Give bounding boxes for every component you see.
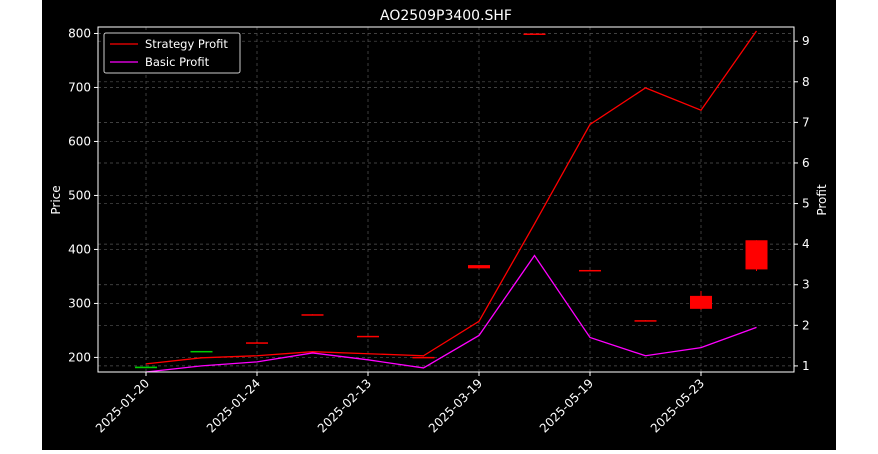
y-tick-label: 400 [68,242,91,256]
y-tick-label: 600 [68,134,91,148]
left-axis: 200 300 400 500 600 700 800 [68,26,98,364]
y-tick-label: 700 [68,80,91,94]
y2-axis-label: Profit [815,184,829,216]
y2-tick-label: 3 [802,278,810,292]
chart-figure: AO2509P3400.SHF 200 300 400 500 600 700 800 1 2… [42,0,836,450]
right-axis: 1 2 3 4 5 6 7 8 9 [794,34,810,373]
candle-body [190,350,213,353]
basic-profit-line [145,254,757,373]
candle-body [135,366,157,369]
y2-tick-label: 6 [802,156,810,170]
legend-label-strategy: Strategy Profit [145,37,228,51]
y-tick-label: 300 [68,296,91,310]
y2-tick-label: 4 [802,237,810,251]
y2-tick-label: 8 [802,75,810,89]
y2-tick-label: 9 [802,34,810,48]
chart-svg: AO2509P3400.SHF 200 300 400 500 600 700 800 1 2… [49,8,829,435]
candle-body [690,295,712,309]
x-tick-label: 2025-03-19 [426,376,485,435]
y-axis-label: Price [49,185,63,214]
y2-tick-label: 1 [802,359,810,373]
candle-body [357,335,379,338]
legend-box [103,32,241,74]
candle-body [412,356,435,359]
y2-tick-label: 2 [802,318,810,332]
candle-body [523,33,546,35]
x-tick-label: 2025-01-24 [204,376,263,435]
strategy-profit-line [145,30,758,365]
y-tick-label: 200 [68,350,91,364]
candle-body [745,240,768,270]
x-tick-label: 2025-02-13 [315,376,374,435]
candle-body [301,314,324,316]
x-tick-label: 2025-01-20 [93,376,152,435]
y2-tick-label: 5 [802,197,810,211]
candle-body [579,269,601,272]
bottom-axis: 2025-01-20 2025-01-24 2025-02-13 2025-03-19… [93,372,707,435]
x-tick-label: 2025-05-23 [648,376,707,435]
legend-label-basic: Basic Profit [145,55,210,69]
y-tick-label: 800 [68,26,91,40]
profit-lines [145,30,758,373]
grid [98,27,794,372]
candle-body [634,320,657,322]
chart-title: AO2509P3400.SHF [380,8,512,24]
y-tick-label: 500 [68,188,91,202]
x-tick-label: 2025-05-19 [537,376,596,435]
candle-body [246,342,268,344]
candles [135,33,768,369]
y2-tick-label: 7 [802,115,810,129]
legend: Strategy Profit Basic Profit [103,32,241,74]
candle-body [468,265,490,269]
plot-frame [97,26,795,373]
